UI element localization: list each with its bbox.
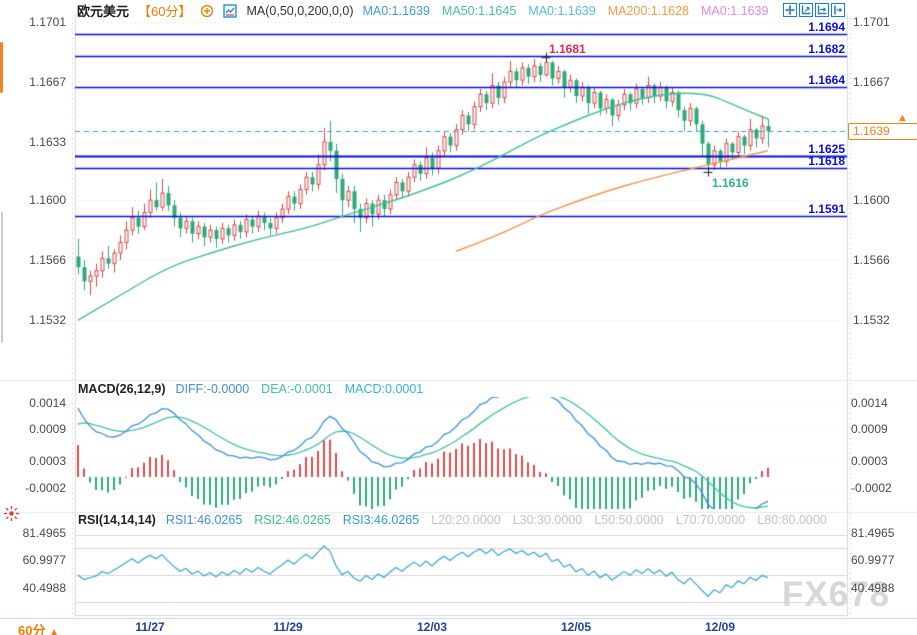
- add-indicator-icon[interactable]: [200, 4, 214, 18]
- symbol-title: 欧元美元: [77, 4, 130, 19]
- footer-timeframe-label: 60分: [18, 623, 46, 635]
- macd-readout: DEA:-0.0001: [261, 382, 333, 396]
- ma-readout: MA0:1.1639: [528, 3, 596, 18]
- price-axis-label-right: 1.1532: [853, 313, 890, 328]
- peak-price-label: 1.1681: [549, 42, 586, 57]
- x-axis-zoom-icon[interactable]: [815, 3, 829, 17]
- rsi-readout: L20:20.0000: [431, 513, 501, 527]
- chart-type-icon[interactable]: [223, 3, 238, 18]
- left-scrollbar-thumb[interactable]: [0, 42, 3, 93]
- rsi-readout: L70:70.0000: [675, 513, 746, 527]
- ma-settings-label: MA(0,50,0,200,0,0): [246, 3, 354, 18]
- rsi-readout: RSI2:46.0265: [254, 513, 331, 527]
- chart-toolbar: [783, 3, 845, 17]
- collapse-panel-icon[interactable]: [831, 3, 845, 17]
- rsi-axis-label-left: 81.4965: [22, 526, 66, 540]
- rsi-axis-label-right: 60.9977: [851, 553, 895, 568]
- date-label: 11/29: [273, 620, 303, 634]
- macd-header: MACD(26,12,9) DIFF:-0.0000 DEA:-0.0001 MAC…: [78, 382, 423, 396]
- low-price-label: 1.1616: [712, 175, 749, 190]
- price-axis-label-left: 1.1566: [29, 253, 66, 268]
- move-tool-icon[interactable]: [783, 3, 797, 17]
- macd-axis-label-left: 0.0009: [29, 422, 66, 437]
- macd-readout: DIFF:-0.0000: [175, 382, 250, 396]
- macd-axis-label-right: -0.0002: [851, 480, 892, 495]
- price-axis-label-left: 1.1667: [29, 74, 66, 89]
- price-level-label: 1.1625: [808, 142, 845, 157]
- watermark: FX678: [782, 575, 891, 614]
- price-axis-label-left: 1.1701: [29, 15, 66, 29]
- ma-readouts: MA0:1.1639 MA50:1.1645 MA0:1.1639 MA200:1.1…: [363, 4, 769, 18]
- price-level-label: 1.1618: [808, 154, 845, 169]
- timeframe-badge[interactable]: 【60分】: [138, 4, 192, 19]
- rsi-readouts: RSI1:46.0265 RSI2:46.0265 RSI3:46.0265 L20:…: [166, 513, 827, 527]
- price-level-label: 1.1664: [808, 73, 845, 88]
- price-axis-label-right: 1.1667: [853, 74, 890, 89]
- rsi-readout: L50:50.0000: [594, 513, 664, 527]
- price-level-label: 1.1682: [808, 41, 845, 56]
- macd-axis-label-left: 0.0014: [29, 395, 66, 410]
- price-axis-label-left: 1.1532: [29, 313, 66, 328]
- price-level-label: 1.1591: [808, 202, 845, 216]
- price-axis-label-left: 1.1633: [29, 134, 66, 149]
- date-label: 12/03: [416, 620, 448, 634]
- price-up-arrow-icon: ▲: [897, 112, 908, 124]
- rsi-axis-label-left: 60.9977: [22, 553, 66, 568]
- left-scrollbar-track[interactable]: [1, 212, 3, 343]
- macd-axis-label-left: -0.0002: [25, 480, 66, 495]
- ma-readout: MA0:1.1639: [362, 3, 430, 18]
- macd-axis-label-right: 0.0009: [851, 422, 888, 437]
- price-axis-label-right: 1.1566: [853, 253, 890, 268]
- rsi-axis-label-left: 40.4988: [22, 580, 66, 595]
- ma-readout: MA0:1.1639: [701, 3, 769, 18]
- rsi-title: RSI(14,14,14): [78, 513, 156, 527]
- rsi-readout: L80:80.0000: [757, 513, 827, 527]
- date-label: 12/09: [704, 620, 736, 634]
- macd-axis-label-left: 0.0003: [29, 454, 66, 469]
- date-label: 12/05: [560, 620, 592, 634]
- macd-axis-label-right: 0.0003: [851, 454, 888, 469]
- rsi-readout: RSI3:46.0265: [342, 513, 420, 527]
- triangle-up-icon: ▲: [49, 627, 59, 635]
- price-axis-label-left: 1.1600: [29, 193, 66, 208]
- footer-timeframe-selector[interactable]: 60分 ▲: [18, 620, 59, 635]
- rsi-axis-label-right: 40.4988: [851, 580, 895, 595]
- date-label: 11/27: [135, 620, 165, 634]
- macd-readouts: DIFF:-0.0000 DEA:-0.0001 MACD:0.0001: [176, 382, 424, 396]
- price-axis-label-right: 1.1600: [853, 193, 890, 208]
- macd-readout: MACD:0.0001: [344, 382, 424, 396]
- current-price-box: 1.1639: [848, 123, 917, 140]
- sun-icon[interactable]: [3, 505, 20, 527]
- y-axis-zoom-icon[interactable]: [799, 3, 813, 17]
- ma-readout: MA200:1.1628: [607, 3, 690, 18]
- macd-axis-label-right: 0.0014: [851, 395, 888, 410]
- price-level-label: 1.1694: [808, 20, 845, 35]
- rsi-readout: L30:30.0000: [512, 513, 583, 527]
- chart-header: 欧元美元 【60分】 MA(0,50,0,200,0,0) MA0:1.1639…: [77, 1, 768, 20]
- price-axis-label-right: 1.1701: [853, 15, 890, 29]
- rsi-readout: RSI1:46.0265: [165, 513, 243, 527]
- macd-title: MACD(26,12,9): [78, 382, 166, 396]
- rsi-axis-label-right: 81.4965: [851, 526, 895, 540]
- ma-readout: MA50:1.1645: [441, 3, 517, 18]
- rsi-header: RSI(14,14,14) RSI1:46.0265 RSI2:46.0265 RS…: [78, 513, 827, 527]
